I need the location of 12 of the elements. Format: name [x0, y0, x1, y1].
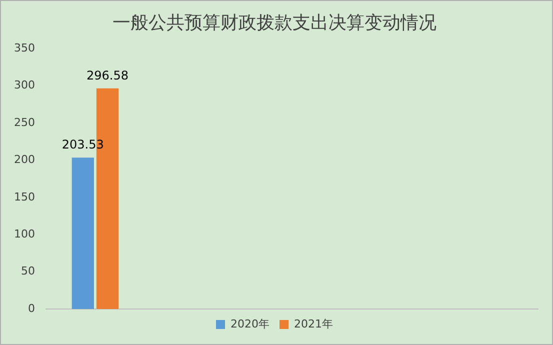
y-tick-label: 100: [14, 227, 35, 240]
y-tick-label: 150: [14, 190, 35, 204]
legend-label: 2020年: [230, 317, 270, 330]
y-tick-label: 0: [28, 302, 35, 315]
y-tick-label: 350: [14, 41, 35, 54]
y-tick-label: 300: [14, 78, 35, 92]
legend-label: 2021年: [294, 317, 333, 330]
y-tick-label: 250: [14, 116, 35, 129]
y-tick-label: 200: [14, 153, 35, 166]
data-label: 296.58: [86, 68, 128, 82]
y-tick-label: 50: [20, 264, 35, 278]
chart-title: 一般公共预算财政拨款支出决算变动情况: [112, 12, 436, 34]
